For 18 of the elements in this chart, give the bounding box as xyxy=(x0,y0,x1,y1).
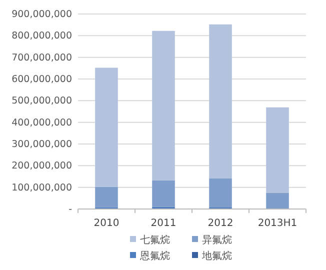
y-tick-label: 800,000,000 xyxy=(12,30,72,42)
legend-label: 异氟烷 xyxy=(202,234,232,246)
y-tick-label: 400,000,000 xyxy=(12,117,72,128)
x-tick-label: 2011 xyxy=(150,218,176,230)
x-tick-label: 2010 xyxy=(94,218,120,230)
y-tick-label: 200,000,000 xyxy=(12,160,72,172)
x-tick-label: 2013H1 xyxy=(258,218,298,230)
y-tick-label: 600,000,000 xyxy=(12,74,72,86)
y-tick-label: - xyxy=(68,204,72,216)
y-tick-label: 500,000,000 xyxy=(12,96,72,107)
x-tick-label: 2012 xyxy=(208,218,234,230)
legend-label: 七氟烷 xyxy=(140,234,170,246)
y-tick-label: 900,000,000 xyxy=(12,9,72,20)
y-tick-label: 100,000,000 xyxy=(12,182,72,194)
y-tick-label: 700,000,000 xyxy=(12,52,72,64)
y-tick-label: 300,000,000 xyxy=(12,139,72,150)
legend-label: 地氟烷 xyxy=(201,250,232,262)
legend-label: 恩氟烷 xyxy=(139,250,170,262)
